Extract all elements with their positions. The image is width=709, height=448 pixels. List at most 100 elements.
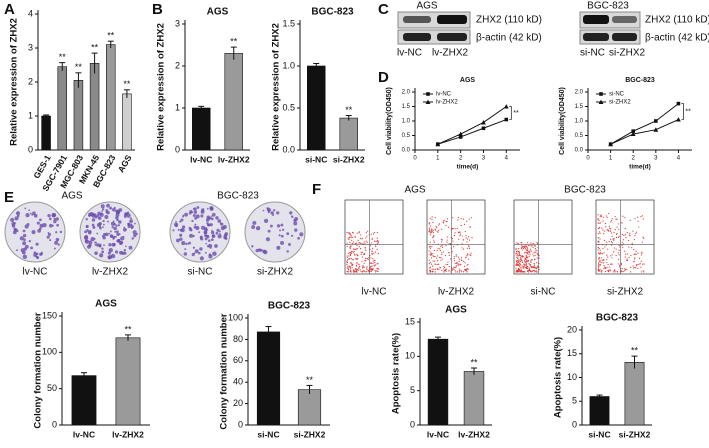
flow-event [524, 245, 526, 247]
significance: ** [59, 52, 67, 62]
flow-event [437, 247, 439, 249]
flow-event [460, 259, 463, 261]
lane-label: si-NC [580, 48, 605, 59]
flow-event [440, 259, 442, 261]
colony [112, 235, 115, 239]
flow-event [348, 258, 350, 261]
flow-event [470, 254, 472, 257]
flow-event [436, 249, 438, 251]
flow-event [346, 255, 348, 257]
flow-event [374, 269, 376, 271]
flow-event [466, 238, 469, 240]
flow-event [451, 227, 454, 230]
flow-event [526, 266, 528, 269]
point [676, 117, 681, 122]
x-tick-label: lv-NC [190, 154, 212, 164]
colony [294, 217, 299, 221]
flow-event [466, 271, 468, 273]
flow-event [431, 216, 433, 218]
y-tick-label: 1.5 [402, 104, 411, 110]
flow-plot [426, 199, 486, 275]
flow-event [524, 261, 526, 263]
flow-event [635, 267, 637, 269]
bracket [509, 106, 512, 120]
flow-event [460, 225, 462, 227]
colony [46, 235, 50, 239]
flow-event [457, 219, 459, 221]
flow-event [373, 231, 376, 234]
flow-event [376, 248, 378, 250]
panel-label: F [312, 181, 321, 198]
flow-event [624, 234, 627, 236]
colony [108, 248, 113, 253]
flow-event [627, 253, 629, 255]
flow-event [460, 257, 463, 259]
colony [198, 251, 201, 255]
flow-event [452, 246, 455, 248]
colony [24, 244, 29, 249]
flow-label: lv-NC [362, 287, 387, 298]
colony [24, 224, 29, 229]
flow-event [466, 268, 468, 270]
colony [199, 256, 204, 261]
flow-event [630, 266, 632, 268]
flow-event [438, 229, 440, 231]
colony [293, 221, 298, 226]
flow-event [537, 254, 539, 256]
colony [180, 218, 184, 222]
colony [116, 230, 119, 234]
flow-event [429, 246, 431, 248]
flow-event [348, 267, 350, 269]
flow-event [531, 266, 533, 268]
colony [131, 237, 134, 240]
flow-event [533, 266, 536, 268]
colony [276, 224, 281, 228]
flow-event [370, 269, 372, 271]
flow-event [462, 239, 464, 241]
x-tick-label: 3 [654, 156, 658, 162]
flow-event [610, 228, 612, 230]
bar [71, 375, 97, 426]
y-tick-label: 100 [42, 347, 57, 357]
colony [112, 207, 116, 212]
flow-event [459, 231, 461, 233]
blot-band [612, 16, 637, 23]
flow-event [626, 231, 628, 234]
flow-event [534, 271, 536, 273]
x-tick-label: lv-ZHX2 [458, 429, 490, 439]
flow-event [528, 268, 531, 271]
flow-event [428, 230, 431, 232]
flow-event [603, 239, 606, 242]
colony [122, 227, 127, 232]
flow-event [616, 218, 618, 220]
colony [103, 244, 105, 247]
colony [212, 251, 217, 256]
flow-event [519, 255, 522, 257]
flow-event [354, 236, 356, 238]
flow-event [626, 258, 628, 260]
flow-event [458, 258, 461, 260]
flow-event [525, 251, 527, 253]
colony [99, 226, 102, 229]
flow-event [524, 246, 526, 249]
colony [209, 223, 213, 227]
colony [193, 252, 196, 255]
significance: ** [107, 31, 115, 41]
flow-event [371, 238, 373, 241]
flow-event [438, 223, 441, 225]
y-tick-label: 40 [233, 377, 243, 387]
point [458, 131, 464, 137]
colony [123, 249, 127, 252]
colony [124, 214, 126, 217]
flow-event [430, 231, 433, 234]
flow-event [613, 231, 615, 234]
flow-event [462, 248, 465, 250]
flow-event [351, 235, 353, 237]
colony [276, 211, 280, 215]
flow-event [521, 267, 523, 269]
flow-event [535, 268, 538, 270]
flow-event [348, 238, 350, 241]
flow-event [377, 241, 379, 243]
colony [211, 229, 213, 232]
flow-event [534, 255, 536, 257]
